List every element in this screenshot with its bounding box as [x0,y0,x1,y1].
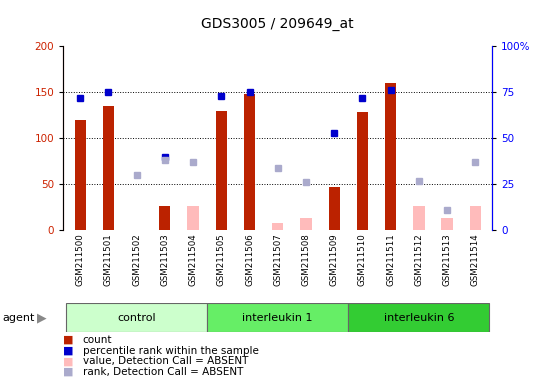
Bar [413,207,425,230]
Text: ■: ■ [63,335,74,345]
Text: GSM211512: GSM211512 [414,233,424,286]
Text: rank, Detection Call = ABSENT: rank, Detection Call = ABSENT [82,367,243,377]
Bar [75,120,86,230]
Bar [442,218,453,230]
Bar [244,94,255,230]
Text: ■: ■ [63,367,74,377]
Text: GSM211513: GSM211513 [443,233,452,286]
Text: GSM211507: GSM211507 [273,233,282,286]
Text: agent: agent [3,313,35,323]
Text: GSM211510: GSM211510 [358,233,367,286]
Text: GSM211506: GSM211506 [245,233,254,286]
Bar [66,303,207,332]
Bar [216,111,227,230]
Bar [188,207,199,230]
Text: control: control [117,313,156,323]
Text: GSM211501: GSM211501 [104,233,113,286]
Text: GSM211511: GSM211511 [386,233,395,286]
Text: ■: ■ [63,356,74,366]
Text: GSM211502: GSM211502 [132,233,141,286]
Text: ■: ■ [63,346,74,356]
Text: value, Detection Call = ABSENT: value, Detection Call = ABSENT [82,356,248,366]
Text: GSM211514: GSM211514 [471,233,480,286]
Bar [300,218,312,230]
Bar [348,303,490,332]
Bar [207,303,348,332]
Bar [385,83,397,230]
Bar [272,223,283,230]
Bar [357,113,368,230]
Text: count: count [82,335,112,345]
Text: GSM211505: GSM211505 [217,233,226,286]
Bar [328,187,340,230]
Bar [159,207,170,230]
Text: GSM211500: GSM211500 [76,233,85,286]
Text: interleukin 1: interleukin 1 [243,313,313,323]
Text: GSM211509: GSM211509 [329,233,339,286]
Bar [103,106,114,230]
Text: ▶: ▶ [37,311,47,324]
Bar [470,207,481,230]
Text: GSM211504: GSM211504 [189,233,197,286]
Text: GSM211503: GSM211503 [161,233,169,286]
Text: GDS3005 / 209649_at: GDS3005 / 209649_at [201,17,354,31]
Text: GSM211508: GSM211508 [301,233,310,286]
Text: interleukin 6: interleukin 6 [383,313,454,323]
Text: percentile rank within the sample: percentile rank within the sample [82,346,258,356]
